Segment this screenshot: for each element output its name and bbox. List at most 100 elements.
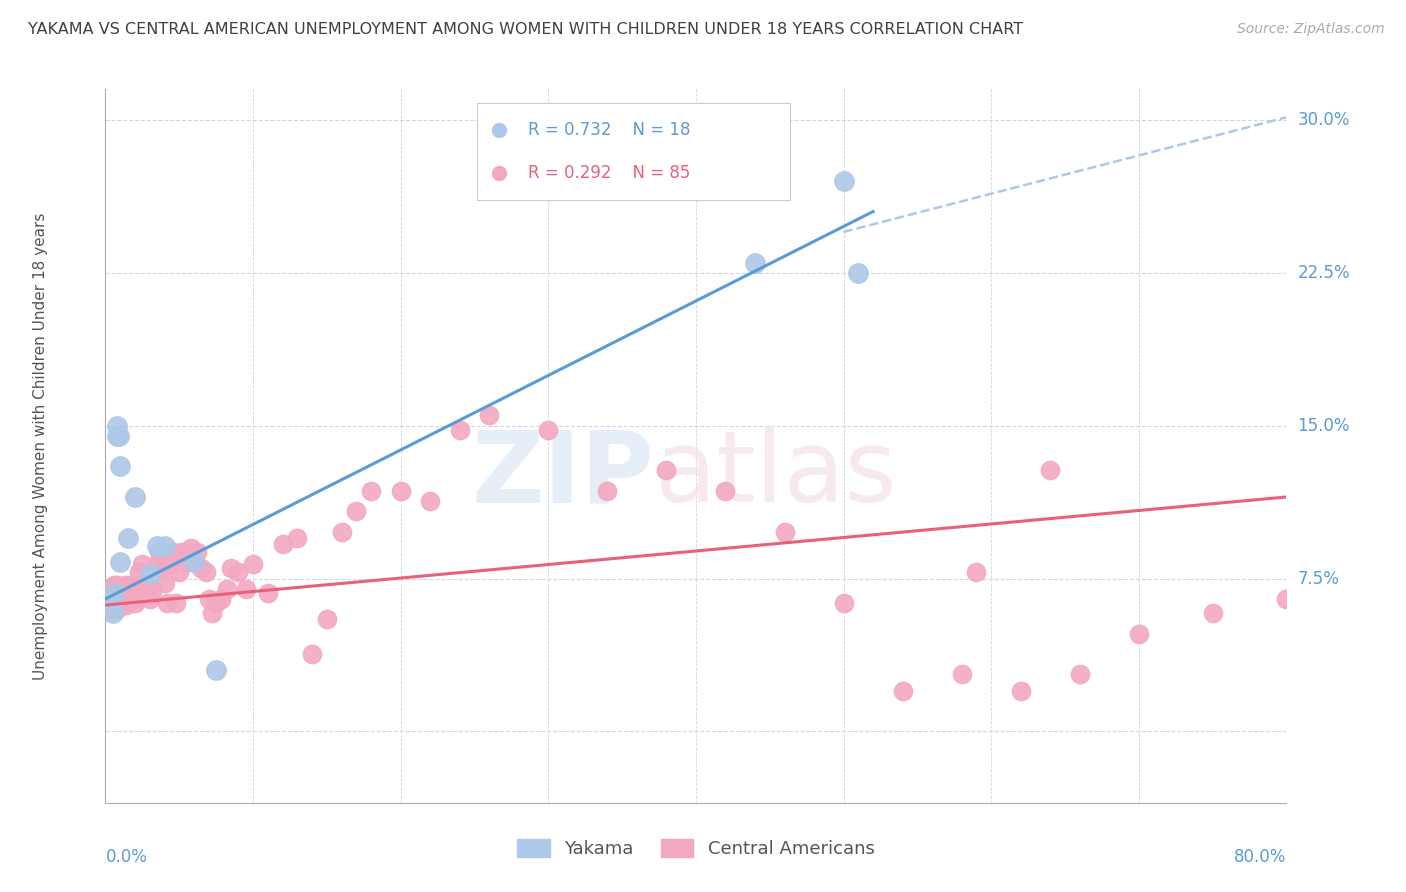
Point bbox=[744, 255, 766, 269]
Point bbox=[242, 558, 264, 572]
Point bbox=[105, 577, 128, 591]
Point bbox=[101, 591, 124, 606]
Point bbox=[124, 490, 146, 504]
Point bbox=[100, 582, 122, 596]
Point bbox=[714, 483, 737, 498]
Point bbox=[832, 174, 855, 188]
Point bbox=[104, 602, 127, 616]
Point bbox=[110, 582, 132, 596]
Point bbox=[105, 591, 128, 606]
Point bbox=[346, 504, 368, 518]
Point bbox=[219, 561, 242, 575]
Point bbox=[186, 545, 208, 559]
Point bbox=[124, 596, 146, 610]
Point bbox=[121, 591, 143, 606]
Point bbox=[235, 582, 257, 596]
Point bbox=[1128, 626, 1150, 640]
Point bbox=[197, 591, 219, 606]
Point bbox=[138, 567, 160, 582]
Point bbox=[773, 524, 796, 539]
Point bbox=[131, 558, 153, 572]
Point bbox=[115, 598, 138, 612]
Point bbox=[832, 596, 855, 610]
Point bbox=[148, 545, 170, 559]
Point bbox=[165, 596, 187, 610]
Point bbox=[153, 539, 176, 553]
Point bbox=[112, 586, 135, 600]
Point bbox=[360, 483, 382, 498]
Point bbox=[107, 596, 129, 610]
Point bbox=[1201, 606, 1223, 620]
Point bbox=[183, 555, 205, 569]
Point bbox=[256, 586, 278, 600]
Point bbox=[100, 596, 122, 610]
Point bbox=[138, 591, 160, 606]
Text: 0.0%: 0.0% bbox=[105, 847, 148, 865]
Legend: Yakama, Central Americans: Yakama, Central Americans bbox=[510, 831, 882, 865]
Point bbox=[1010, 683, 1032, 698]
Point bbox=[271, 537, 294, 551]
Point bbox=[100, 591, 122, 606]
Point bbox=[105, 429, 128, 443]
Point bbox=[104, 590, 127, 604]
Point bbox=[1069, 667, 1091, 681]
Point bbox=[190, 561, 212, 575]
Text: Unemployment Among Women with Children Under 18 years: Unemployment Among Women with Children U… bbox=[32, 212, 48, 680]
Point bbox=[107, 429, 129, 443]
Point bbox=[142, 582, 165, 596]
Point bbox=[209, 591, 232, 606]
Point bbox=[389, 483, 412, 498]
Point bbox=[111, 591, 134, 606]
Point bbox=[287, 531, 309, 545]
Point bbox=[301, 647, 323, 661]
Point bbox=[1039, 463, 1062, 477]
Point bbox=[114, 577, 136, 591]
Point bbox=[176, 555, 198, 569]
Point bbox=[103, 577, 125, 591]
Point bbox=[330, 524, 353, 539]
Point bbox=[98, 602, 121, 616]
Point bbox=[127, 577, 149, 591]
Point bbox=[159, 558, 181, 572]
Point bbox=[226, 566, 250, 580]
Point bbox=[449, 423, 471, 437]
Point bbox=[537, 423, 560, 437]
Point bbox=[180, 541, 202, 555]
Point bbox=[117, 531, 139, 545]
Point bbox=[965, 566, 987, 580]
Point bbox=[205, 663, 228, 677]
Point bbox=[150, 561, 173, 575]
Point bbox=[110, 459, 132, 474]
Point bbox=[846, 266, 869, 280]
Point bbox=[125, 586, 148, 600]
Point bbox=[103, 586, 125, 600]
Text: ZIP: ZIP bbox=[472, 426, 655, 523]
Text: Source: ZipAtlas.com: Source: ZipAtlas.com bbox=[1237, 22, 1385, 37]
Point bbox=[146, 539, 169, 553]
Point bbox=[110, 555, 132, 569]
Point bbox=[419, 494, 441, 508]
Point bbox=[103, 596, 125, 610]
Point bbox=[128, 566, 150, 580]
Point bbox=[101, 606, 124, 620]
Point bbox=[105, 602, 128, 616]
Point bbox=[105, 418, 128, 433]
Point bbox=[146, 558, 169, 572]
Point bbox=[101, 602, 124, 616]
Point bbox=[110, 591, 132, 606]
Point bbox=[118, 577, 141, 591]
Point bbox=[201, 606, 224, 620]
Point bbox=[194, 566, 217, 580]
Point bbox=[183, 555, 205, 569]
Point bbox=[103, 586, 125, 600]
Point bbox=[162, 545, 184, 559]
Point bbox=[169, 566, 191, 580]
Text: 22.5%: 22.5% bbox=[1298, 264, 1350, 282]
Point bbox=[215, 582, 238, 596]
Point bbox=[596, 483, 619, 498]
Point bbox=[101, 582, 124, 596]
Text: 80.0%: 80.0% bbox=[1234, 847, 1286, 865]
Point bbox=[135, 577, 157, 591]
Point bbox=[1275, 591, 1298, 606]
Point bbox=[205, 596, 228, 610]
